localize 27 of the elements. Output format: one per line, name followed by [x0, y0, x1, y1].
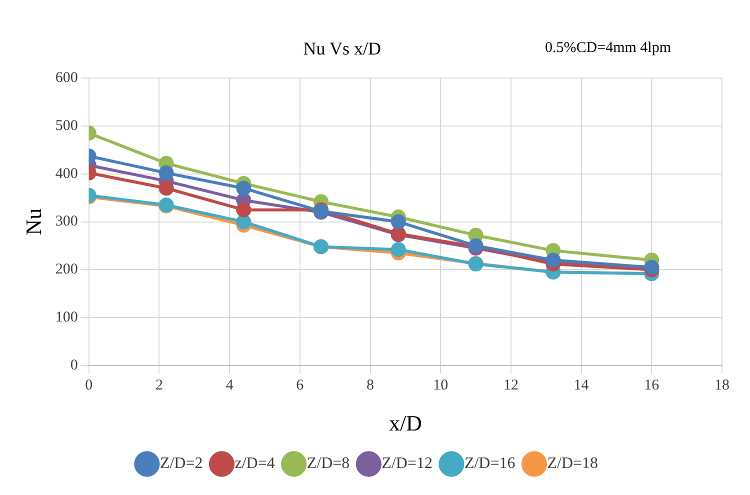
y-tick-label: 600: [55, 70, 78, 86]
x-tick-label: 0: [85, 378, 93, 394]
x-tick-label: 12: [503, 378, 518, 394]
x-tick-label: 4: [226, 378, 234, 394]
x-tick-label: 16: [644, 378, 660, 394]
y-tick-label: 500: [55, 118, 78, 134]
x-tick-label: 8: [366, 378, 374, 394]
y-tick-label: 400: [55, 166, 78, 182]
x-tick-label: 10: [433, 378, 448, 394]
chart-subtitle: 0.5%CD=4mm 4lpm: [545, 40, 672, 56]
y-tick-label: 200: [55, 262, 78, 278]
x-tick-label: 2: [155, 378, 163, 394]
legend-label: Z/D=12: [382, 455, 432, 472]
legend-label: Z/D=18: [547, 455, 598, 472]
x-tick-label: 6: [296, 378, 304, 394]
legend-label: Z/D=2: [160, 455, 203, 472]
chart-title: Nu Vs x/D: [303, 38, 381, 59]
legend-label: Z/D=8: [306, 455, 350, 472]
x-axis-title: x/D: [388, 410, 422, 436]
x-tick-label: 14: [574, 378, 590, 394]
y-axis-title: Nu: [20, 208, 46, 236]
legend-label: Z/D=16: [464, 455, 516, 472]
y-tick-label: 100: [55, 310, 78, 326]
y-tick-label: 0: [70, 358, 78, 374]
legend-label: z/D=4: [234, 455, 275, 472]
x-tick-label: 18: [714, 378, 730, 394]
y-tick-label: 300: [55, 214, 78, 230]
